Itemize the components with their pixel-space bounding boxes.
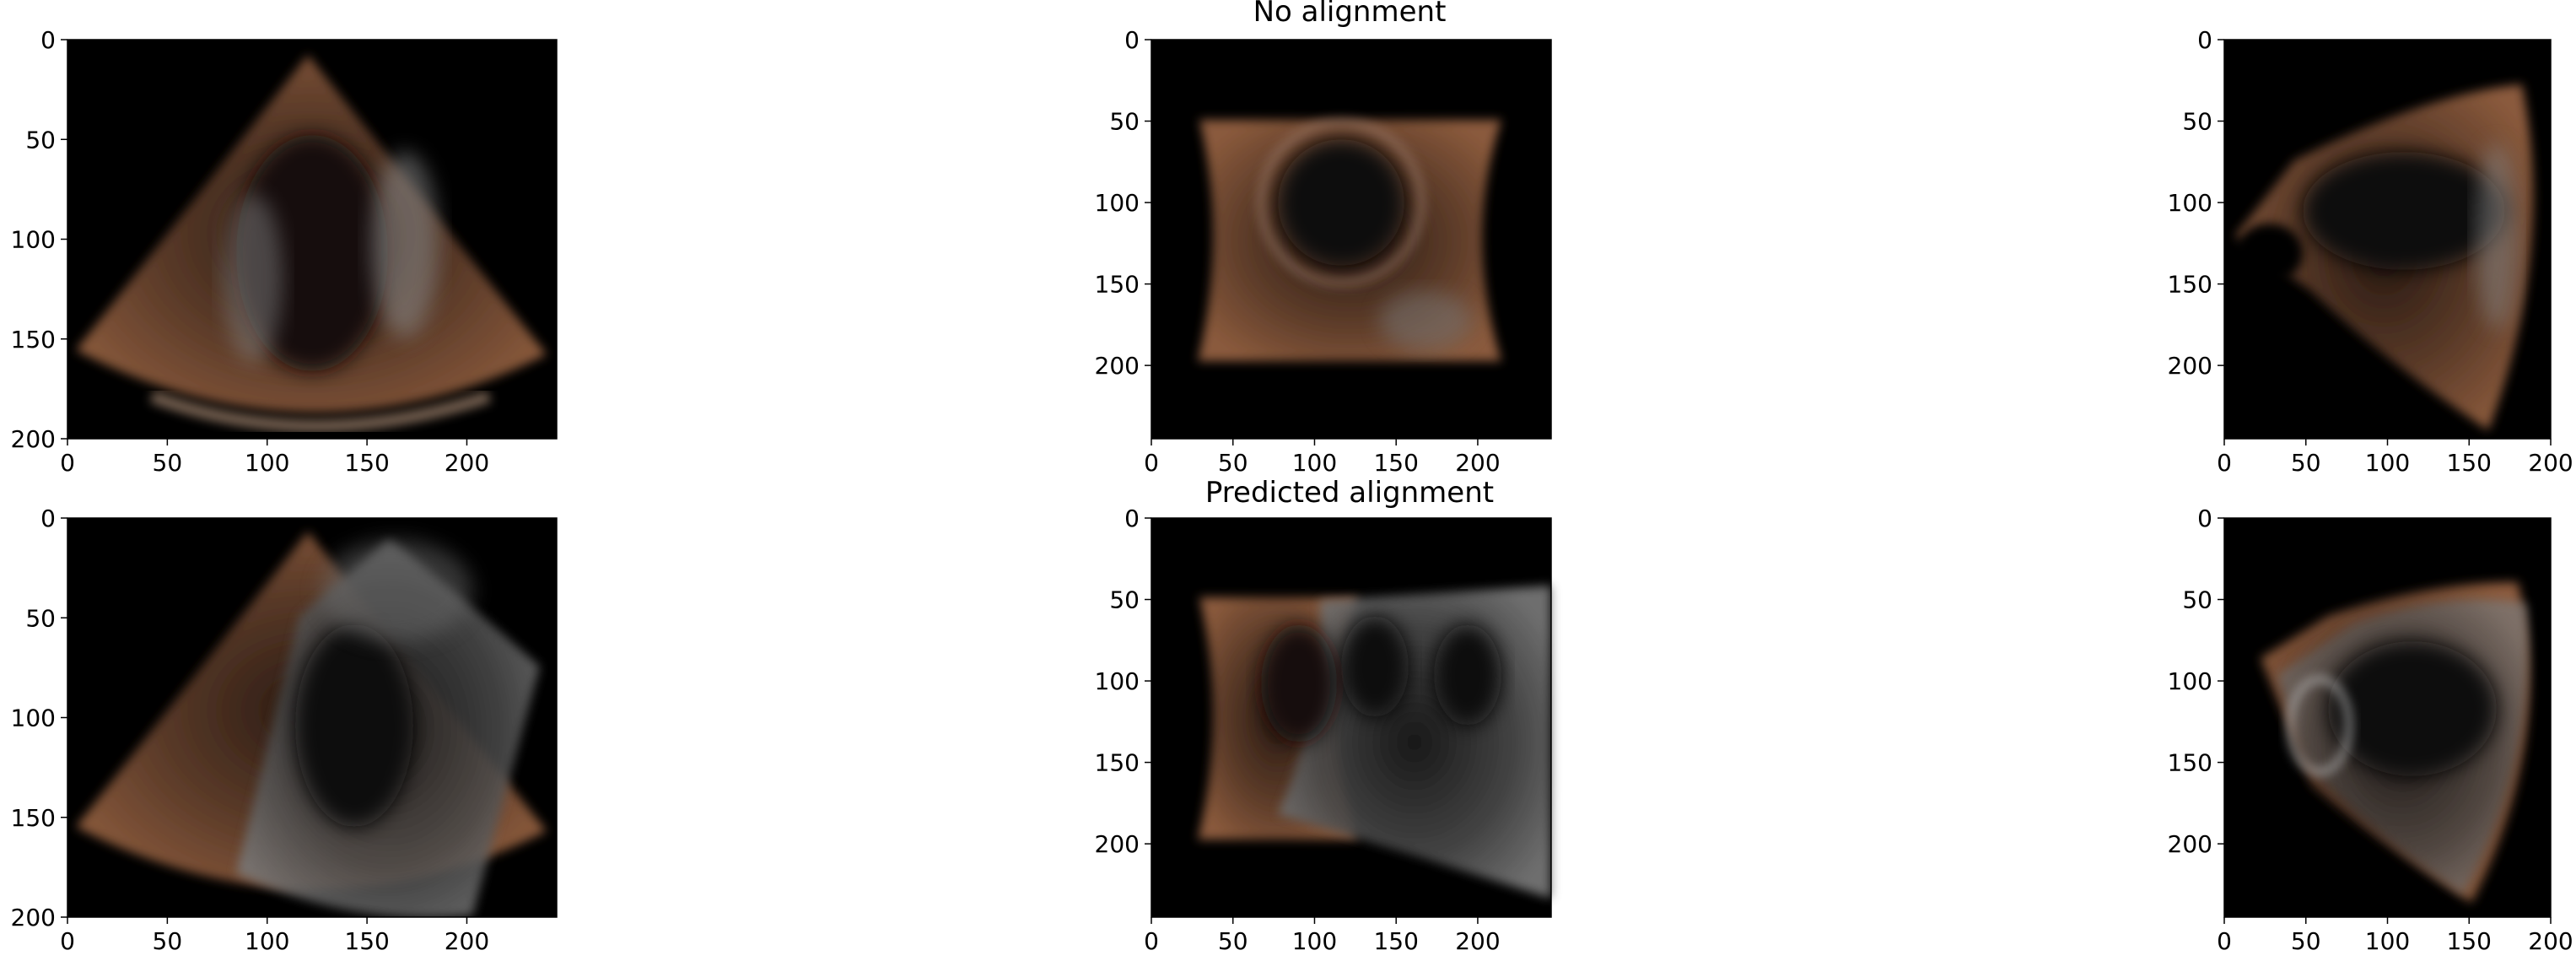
x-tick-label-r1c0-150: 150	[344, 927, 389, 955]
y-tick-label-r0c2-200: 200	[2168, 352, 2212, 380]
x-tick-label-r1c0-0: 0	[60, 927, 75, 955]
y-tick-label-r1c0-100: 100	[11, 705, 56, 732]
x-tick-label-r1c2-50: 50	[2291, 927, 2321, 955]
ultrasound-image	[76, 55, 547, 432]
x-tick-label-r0c1-200: 200	[1455, 449, 1500, 477]
x-tick-label-r1c0-100: 100	[245, 927, 289, 955]
y-tick-label-r1c0-0: 0	[40, 505, 56, 532]
row-title-top: No alignment	[1253, 0, 1447, 29]
x-tick-label-r0c0-150: 150	[344, 449, 389, 477]
ultrasound-image	[1198, 586, 1551, 899]
y-tick-label-r0c0-0: 0	[40, 26, 56, 54]
axes-frame-r0c1	[1151, 39, 1552, 440]
x-tick-label-r0c1-0: 0	[1144, 449, 1159, 477]
x-tick-label-r1c2-150: 150	[2447, 927, 2492, 955]
y-tick-label-r0c2-100: 100	[2168, 189, 2212, 217]
y-tick-label-r0c1-200: 200	[1095, 352, 1140, 380]
ultrasound-image	[2261, 582, 2530, 903]
x-tick-label-r0c2-50: 50	[2291, 449, 2321, 477]
panel-r1c1	[1151, 518, 1551, 917]
y-tick-label-r0c2-0: 0	[2197, 26, 2212, 54]
x-tick-label-r0c2-100: 100	[2365, 449, 2410, 477]
y-tick-label-r1c1-0: 0	[1124, 505, 1140, 532]
x-tick-label-r0c1-100: 100	[1292, 449, 1337, 477]
y-tick-label-r0c1-150: 150	[1095, 271, 1140, 299]
y-tick-label-r0c1-50: 50	[1109, 108, 1140, 136]
y-tick-label-r0c1-100: 100	[1095, 189, 1140, 217]
y-tick-label-r1c2-150: 150	[2168, 749, 2212, 777]
x-tick-label-r1c1-100: 100	[1292, 927, 1337, 955]
x-tick-label-r0c1-150: 150	[1373, 449, 1418, 477]
x-tick-label-r1c1-150: 150	[1373, 927, 1418, 955]
y-tick-label-r1c1-200: 200	[1095, 830, 1140, 858]
y-tick-label-r0c1-0: 0	[1124, 26, 1140, 54]
axes-frame-r1c1	[1151, 517, 1552, 918]
y-tick-label-r0c0-150: 150	[11, 326, 56, 354]
x-tick-label-r1c0-200: 200	[445, 927, 489, 955]
y-tick-label-r1c2-50: 50	[2182, 586, 2212, 614]
x-tick-label-r1c2-200: 200	[2528, 927, 2573, 955]
x-tick-label-r0c0-100: 100	[245, 449, 289, 477]
x-tick-label-r0c2-150: 150	[2447, 449, 2492, 477]
y-tick-label-r1c2-100: 100	[2168, 667, 2212, 695]
x-tick-label-r0c2-200: 200	[2528, 449, 2573, 477]
x-tick-label-r0c1-50: 50	[1218, 449, 1248, 477]
panel-r0c0	[67, 40, 557, 439]
x-tick-label-r0c0-200: 200	[445, 449, 489, 477]
x-tick-label-r1c1-50: 50	[1218, 927, 1248, 955]
panel-r1c2	[2224, 518, 2551, 917]
x-tick-label-r0c0-50: 50	[153, 449, 183, 477]
y-tick-label-r1c1-100: 100	[1095, 667, 1140, 695]
y-tick-label-r1c1-150: 150	[1095, 749, 1140, 777]
y-tick-label-r1c1-50: 50	[1109, 586, 1140, 614]
x-tick-label-r0c0-0: 0	[60, 449, 75, 477]
panel-r0c1	[1151, 40, 1551, 439]
y-tick-label-r1c2-0: 0	[2197, 505, 2212, 532]
y-tick-label-r1c0-150: 150	[11, 804, 56, 832]
y-tick-label-r0c0-50: 50	[25, 126, 56, 154]
x-tick-label-r0c2-0: 0	[2217, 449, 2232, 477]
y-tick-label-r0c0-100: 100	[11, 226, 56, 254]
x-tick-label-r1c1-200: 200	[1455, 927, 1500, 955]
x-tick-label-r1c2-0: 0	[2217, 927, 2232, 955]
x-tick-label-r1c0-50: 50	[153, 927, 183, 955]
x-tick-label-r1c1-0: 0	[1144, 927, 1159, 955]
ultrasound-image	[1198, 118, 1501, 361]
ultrasound-image	[2235, 84, 2534, 430]
panel-r0c2	[2224, 40, 2551, 439]
panel-r1c0	[67, 518, 557, 917]
y-tick-label-r1c0-50: 50	[25, 604, 56, 632]
y-tick-label-r0c2-50: 50	[2182, 108, 2212, 136]
y-tick-label-r0c0-200: 200	[11, 425, 56, 453]
y-tick-label-r0c2-150: 150	[2168, 271, 2212, 299]
x-tick-label-r1c2-100: 100	[2365, 927, 2410, 955]
row-title-bottom: Predicted alignment	[1205, 476, 1494, 510]
ultrasound-image	[76, 532, 547, 917]
y-tick-label-r1c0-200: 200	[11, 904, 56, 931]
y-tick-label-r1c2-200: 200	[2168, 830, 2212, 858]
